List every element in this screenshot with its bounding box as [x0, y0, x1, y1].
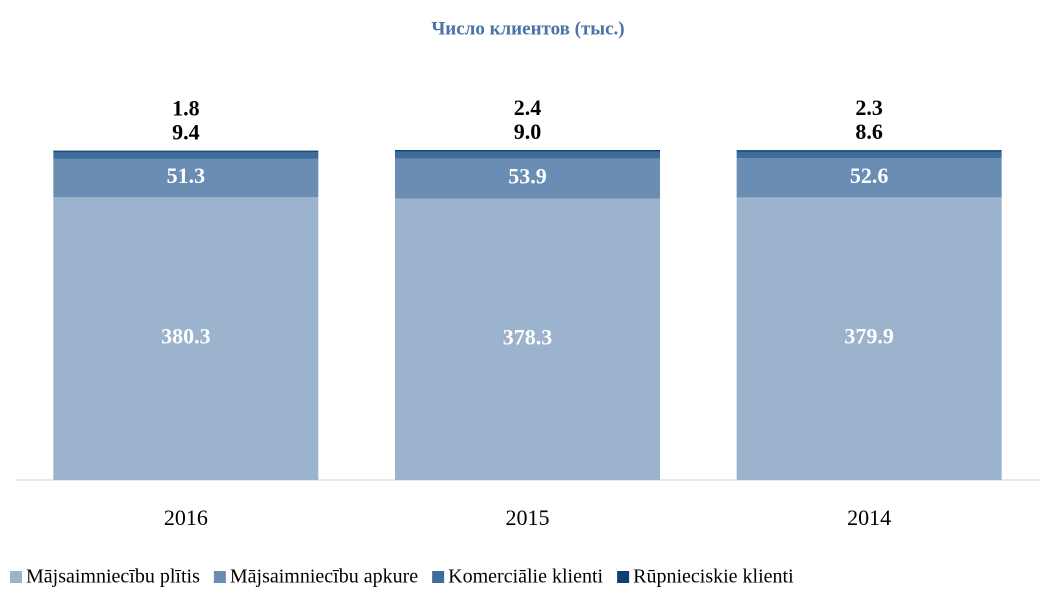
data-label: 379.9 — [844, 324, 894, 349]
bar-segment — [395, 198, 660, 480]
legend-label: Mājsaimniecību apkure — [230, 566, 418, 588]
bar-segment — [736, 158, 1002, 198]
data-label: 53.9 — [508, 164, 547, 189]
chart-title: Число клиентов (тыс.) — [431, 18, 624, 39]
data-label: 1.8 — [172, 96, 200, 121]
bar-segment — [395, 158, 660, 199]
legend-swatch — [213, 571, 226, 583]
data-label: 9.4 — [172, 120, 200, 145]
bar-segment — [53, 151, 319, 159]
legend-swatch — [617, 571, 630, 583]
legend-label: Rūpnieciskie klienti — [633, 566, 794, 588]
legend-label: Komerciālie klienti — [448, 566, 603, 588]
x-tick-label: 2016 — [164, 505, 208, 530]
legend-swatch — [432, 571, 445, 583]
data-label: 8.6 — [855, 119, 883, 144]
data-label: 9.0 — [514, 119, 542, 144]
x-tick-label: 2015 — [506, 505, 550, 530]
bar-segment — [736, 197, 1002, 481]
data-label: 2.4 — [514, 95, 542, 120]
bar-segment — [53, 150, 319, 152]
data-label: 378.3 — [503, 324, 553, 349]
bar-segment — [736, 150, 1002, 152]
bar-segment — [395, 150, 660, 152]
bar-segment — [53, 197, 319, 480]
data-label: 51.3 — [167, 163, 206, 188]
legend-label: Mājsaimniecību plītis — [26, 566, 200, 588]
data-label: 52.6 — [850, 163, 889, 188]
data-label: 2.3 — [855, 95, 883, 120]
data-label: 380.3 — [161, 324, 211, 349]
x-tick-label: 2014 — [847, 505, 891, 530]
bar-segment — [395, 151, 660, 159]
bar-segment — [53, 158, 319, 198]
bar-segment — [736, 151, 1002, 159]
legend-swatch — [10, 571, 22, 583]
